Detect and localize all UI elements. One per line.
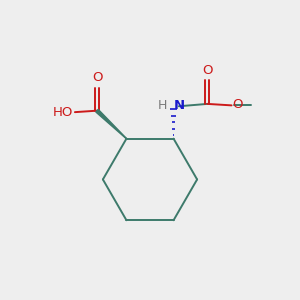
Text: H: H: [158, 99, 167, 112]
Polygon shape: [96, 110, 127, 139]
Text: HO: HO: [53, 106, 74, 118]
Text: O: O: [202, 64, 213, 77]
Text: O: O: [232, 98, 243, 111]
Text: O: O: [92, 71, 102, 84]
Text: N: N: [174, 99, 185, 112]
